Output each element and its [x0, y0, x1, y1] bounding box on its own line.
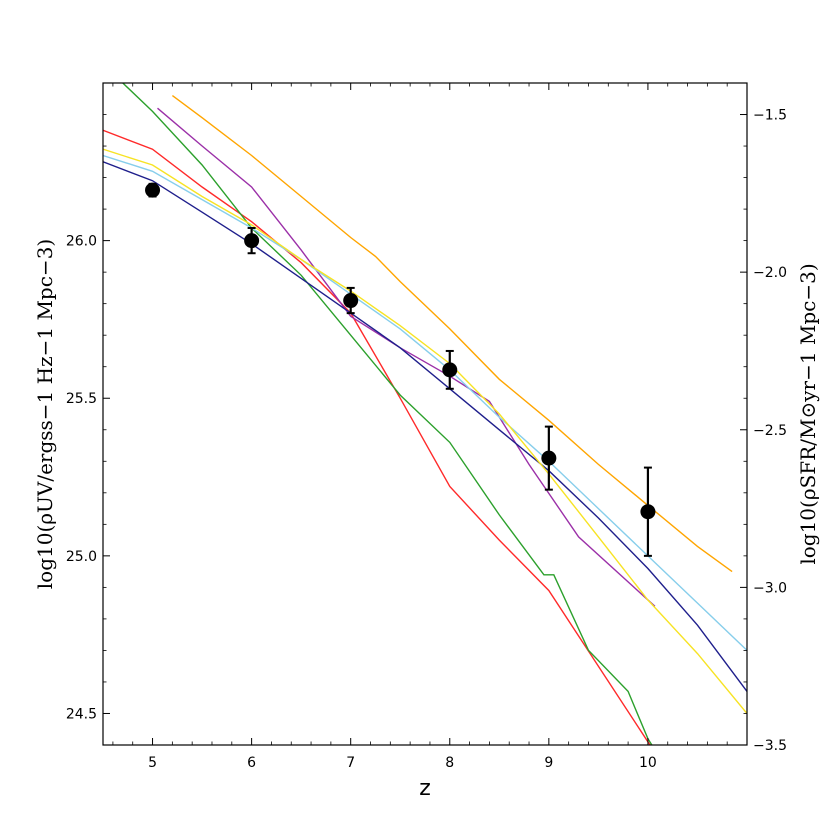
x-tick-label: 8 — [445, 755, 454, 771]
series-line-3 — [157, 107, 656, 607]
y-left-tick-label: 24.5 — [66, 706, 97, 722]
y-axis-right-title: log10(ρSFR/M⊙yr−1 Mpc−3) — [796, 263, 820, 564]
y-right-tick-label: −2.0 — [753, 265, 787, 281]
observation-point-1 — [145, 182, 161, 198]
data-marker — [640, 504, 656, 520]
observation-point-6 — [640, 466, 656, 557]
series-line-7 — [171, 95, 733, 573]
series-line-5 — [103, 154, 747, 651]
y-axis-left-title: log10(ρUV/ergss−1 Hz−1 Mpc−3) — [33, 239, 57, 589]
y-right-tick-label: −3.0 — [753, 580, 787, 596]
y-left-tick-label: 26.0 — [66, 234, 97, 250]
axis-ticks: 5 6 7 8 9 10 24.5 25.0 25.5 26.0 −1.5 −2.0 −2.5 −3.0 −… — [66, 83, 787, 771]
series-line-4 — [103, 161, 747, 692]
series-line-1 — [103, 129, 651, 745]
series-line-6 — [103, 148, 747, 714]
data-marker — [541, 450, 557, 466]
y-right-tick-label: −1.5 — [753, 108, 787, 124]
y-left-tick-label: 25.5 — [66, 391, 97, 407]
x-tick-label: 5 — [148, 755, 157, 771]
y-right-tick-label: −3.5 — [753, 738, 787, 754]
x-tick-label: 9 — [544, 755, 553, 771]
observation-points — [145, 182, 656, 557]
plot-frame — [102, 82, 748, 746]
series-lines — [103, 83, 747, 745]
series-line-2 — [122, 83, 653, 745]
observation-point-5 — [541, 425, 557, 491]
x-tick-label: 6 — [247, 755, 256, 771]
y-left-tick-label: 25.0 — [66, 549, 97, 565]
observation-point-3 — [343, 286, 359, 315]
x-tick-label: 10 — [639, 755, 657, 771]
data-marker — [442, 362, 458, 378]
y-right-tick-label: −2.5 — [753, 423, 787, 439]
data-marker — [244, 233, 260, 249]
observation-point-2 — [244, 227, 260, 255]
x-axis-title: z — [419, 776, 431, 801]
observation-point-4 — [442, 349, 458, 390]
data-marker — [343, 293, 359, 309]
data-marker — [145, 182, 161, 198]
x-tick-label: 7 — [346, 755, 355, 771]
